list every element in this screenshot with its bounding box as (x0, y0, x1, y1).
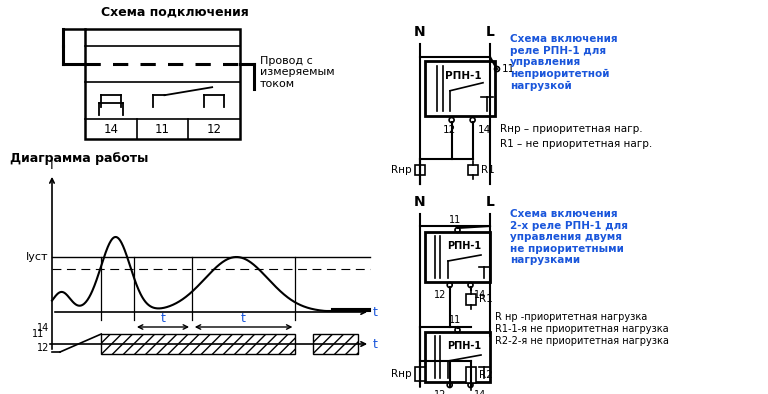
Text: 11: 11 (449, 215, 462, 225)
Bar (313, 334, 358, 354)
Text: 12: 12 (435, 290, 447, 300)
Text: R1 – не приоритетная нагр.: R1 – не приоритетная нагр. (500, 139, 652, 149)
Bar (415, 367, 425, 381)
Bar (101, 334, 295, 354)
Text: РПН-1: РПН-1 (445, 71, 482, 82)
Text: L: L (485, 195, 495, 209)
Text: 14: 14 (478, 125, 491, 135)
Text: R нр -приоритетная нагрузка: R нр -приоритетная нагрузка (495, 312, 647, 322)
Text: Схема включения
реле РПН-1 для
управления
неприоритетной
нагрузкой: Схема включения реле РПН-1 для управлени… (510, 34, 617, 91)
Text: 11: 11 (155, 123, 170, 136)
Text: Схема подключения: Схема подключения (101, 6, 249, 19)
Text: t: t (373, 338, 378, 351)
Text: Iуст: Iуст (25, 252, 48, 262)
Text: РПН-1: РПН-1 (447, 341, 481, 351)
Bar (425, 332, 490, 382)
Text: L: L (485, 25, 495, 39)
Text: t: t (161, 312, 165, 325)
Text: 11: 11 (31, 329, 44, 339)
Text: t: t (241, 312, 246, 325)
Text: Rнр – приоритетная нагр.: Rнр – приоритетная нагр. (500, 124, 643, 134)
Bar (85, 29, 240, 139)
Bar (468, 165, 478, 175)
Text: 11: 11 (502, 64, 515, 74)
Text: R1-1-я не приоритетная нагрузка: R1-1-я не приоритетная нагрузка (495, 324, 669, 334)
Text: Rнр: Rнр (392, 369, 412, 379)
Text: R1: R1 (481, 165, 495, 175)
Text: R2-2-я не приоритетная нагрузка: R2-2-я не приоритетная нагрузка (495, 336, 669, 346)
Text: I: I (50, 159, 54, 172)
Text: Rнр: Rнр (392, 165, 412, 175)
Text: Схема включения
2-х реле РПН-1 для
управления двумя
не приоритетными
нагрузками: Схема включения 2-х реле РПН-1 для управ… (510, 209, 628, 266)
Text: 12: 12 (435, 390, 447, 394)
Text: 14: 14 (474, 290, 485, 300)
Text: t: t (373, 305, 378, 318)
Text: 12: 12 (37, 343, 49, 353)
Text: R2: R2 (478, 370, 492, 381)
Text: Диаграмма работы: Диаграмма работы (10, 152, 148, 165)
Text: N: N (414, 195, 425, 209)
Text: 12: 12 (443, 125, 456, 135)
Text: 12: 12 (207, 123, 222, 136)
Text: РПН-1: РПН-1 (447, 241, 481, 251)
Text: 14: 14 (104, 123, 118, 136)
Bar (465, 367, 475, 383)
Text: Провод с
измеряемым
током: Провод с измеряемым током (260, 56, 335, 89)
Text: 11: 11 (449, 315, 462, 325)
Bar (415, 165, 425, 175)
Text: R1: R1 (478, 294, 492, 305)
Text: 14: 14 (474, 390, 485, 394)
Bar (465, 294, 475, 305)
Text: 14: 14 (37, 323, 49, 333)
Text: N: N (414, 25, 425, 39)
Bar (425, 232, 490, 282)
Bar (425, 61, 495, 116)
